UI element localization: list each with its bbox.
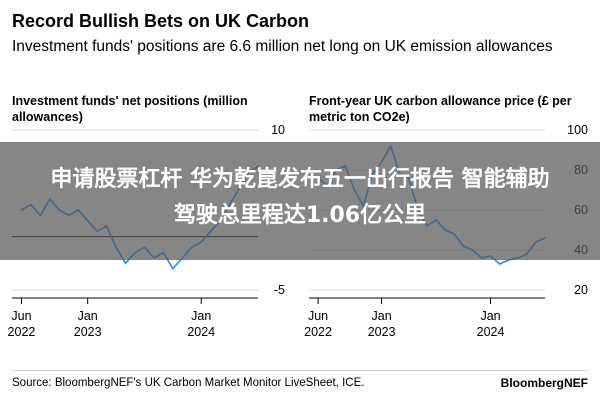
price-panel-title: Front-year UK carbon allowance price (£ …	[309, 94, 572, 124]
overlay-banner	[0, 142, 600, 260]
positions-x-tick-year: 2022	[8, 325, 36, 339]
price-x-tick-label: Jan	[372, 309, 392, 323]
positions-x-tick-label: Jan	[191, 309, 211, 323]
price-data-point	[498, 263, 501, 265]
chart-subtitle: Investment funds' positions are 6.6 mill…	[12, 38, 553, 55]
positions-panel-title: Investment funds' net positions (million…	[12, 94, 248, 124]
positions-x-tick-label: Jan	[78, 309, 98, 323]
positions-data-point	[172, 267, 174, 270]
source-note: Source: BloombergNEF's UK Carbon Market …	[12, 377, 365, 389]
brand-logo: BloombergNEF	[500, 376, 588, 390]
overlay-banner-line-1: 申请股票杠杆 华为乾崑发布五一出行报告 智能辅助	[50, 167, 550, 192]
positions-x-tick-label: Jun	[11, 309, 31, 323]
positions-x-tick-year: 2024	[187, 325, 215, 339]
positions-x-tick-year: 2023	[74, 325, 102, 339]
chart-title: Record Bullish Bets on UK Carbon	[12, 11, 310, 31]
price-x-tick-year: 2024	[477, 325, 505, 339]
positions-y-tick-label: 10	[271, 123, 285, 137]
price-y-tick-label: 100	[567, 123, 588, 137]
positions-data-point	[124, 262, 127, 265]
price-x-tick-label: Jan	[480, 309, 500, 323]
positions-y-tick-label: -5	[274, 283, 285, 297]
price-y-tick-label: 20	[574, 283, 588, 297]
price-x-tick-year: 2023	[368, 325, 396, 339]
footer-divider	[12, 370, 588, 371]
price-x-tick-label: Jun	[308, 309, 328, 323]
overlay-banner-line-2: 驾驶总里程达1.06亿公里	[173, 203, 427, 228]
price-x-tick-year: 2022	[304, 325, 332, 339]
